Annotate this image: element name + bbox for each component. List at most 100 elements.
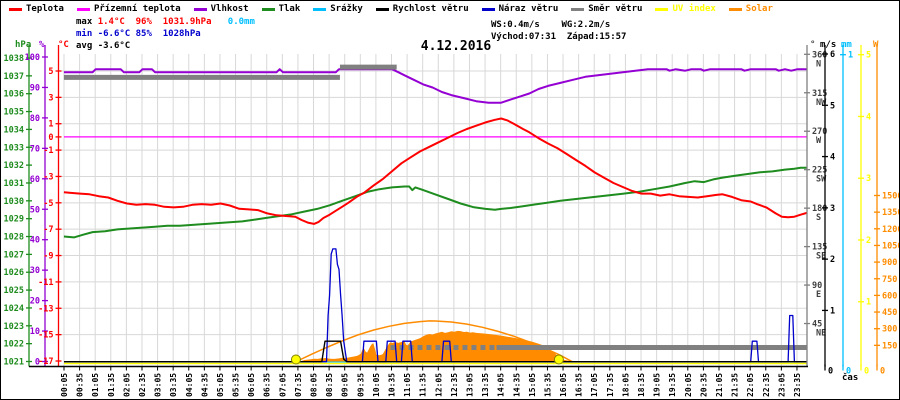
svg-text:1022: 1022	[4, 340, 24, 350]
x-tick-label: 14:35	[512, 373, 521, 397]
pressure-axis-header: hPa	[15, 40, 32, 50]
wind-speed-stat: WS:0.4m/s	[491, 20, 540, 30]
svg-text:3: 3	[830, 204, 835, 214]
legend-label: Srážky	[330, 4, 363, 14]
svg-text:-13: -13	[38, 304, 53, 314]
svg-text:1028: 1028	[4, 233, 24, 243]
axis-uv: 5 4 3 2 1 0	[858, 45, 871, 377]
x-axis-label: čas	[842, 373, 859, 383]
legend-label: Směr větru	[588, 4, 643, 14]
svg-text:20: 20	[30, 297, 40, 307]
x-tick-label: 00:35	[76, 373, 85, 397]
legend-label: Teplota	[26, 4, 64, 14]
legend-item-3: Vlhkost	[193, 4, 249, 14]
x-tick-label: 04:35	[200, 373, 209, 397]
legend-label: Přízemní teplota	[93, 4, 181, 14]
x-tick-label: 02:35	[138, 373, 147, 397]
max-humidity: 96%	[135, 17, 152, 27]
legend-item-8: Směr větru	[571, 4, 642, 14]
series-wind-gust	[64, 248, 807, 363]
legend-swatch	[261, 7, 275, 11]
min-label: min	[76, 29, 93, 39]
x-tick-label: 11:05	[403, 373, 412, 397]
svg-text:1031: 1031	[4, 179, 24, 189]
svg-text:6: 6	[830, 50, 835, 60]
svg-text:900: 900	[882, 258, 897, 268]
x-tick-label: 07:05	[278, 373, 287, 397]
svg-text:-3: -3	[43, 172, 53, 182]
x-tick-label: 15:05	[528, 373, 537, 397]
x-tick-label: 20:05	[684, 373, 693, 397]
svg-text:1: 1	[830, 306, 835, 316]
x-tick-label: 03:05	[154, 373, 163, 397]
x-tick-label: 10:35	[387, 373, 396, 397]
x-tick-label: 18:35	[637, 373, 646, 397]
svg-text:3: 3	[48, 93, 53, 103]
x-tick-label: 13:05	[465, 373, 474, 397]
series-wind-direction	[63, 64, 807, 350]
legend-item-9: UV index	[655, 4, 716, 14]
svg-text:0: 0	[48, 133, 53, 143]
svg-text:10: 10	[30, 327, 40, 337]
legend-item-4: Tlak	[261, 4, 300, 14]
svg-text:90: 90	[812, 281, 822, 291]
chart-legend: Teplota Přízemní teplota Vlhkost Tlak Srážky…	[9, 3, 773, 15]
x-axis: 00:05 00:35 01:05 01:35 02:05 02:35 03:05 03:35…	[29, 365, 808, 397]
legend-swatch	[193, 7, 207, 11]
svg-text:1021: 1021	[4, 358, 24, 368]
x-tick-label: 01:35	[107, 373, 116, 397]
svg-text:135: 135	[812, 243, 827, 253]
min-pressure: 1028hPa	[162, 29, 201, 39]
svg-text:-11: -11	[38, 278, 53, 288]
x-tick-label: 14:05	[497, 373, 506, 397]
wind-axis-header: m/s	[820, 40, 837, 50]
x-tick-label: 17:35	[606, 373, 615, 397]
x-tick-label: 08:35	[325, 373, 334, 397]
svg-text:90: 90	[30, 83, 40, 93]
svg-text:40: 40	[30, 236, 40, 246]
x-tick-label: 08:05	[310, 373, 319, 397]
min-humidity: 85%	[135, 29, 152, 39]
svg-text:1350: 1350	[882, 208, 900, 218]
stats-block-left: max 1.4°C 96% 1031.9hPa 0.0mm min -6.6°C…	[76, 16, 255, 52]
svg-text:80: 80	[30, 114, 40, 124]
svg-text:1034: 1034	[4, 125, 24, 135]
svg-text:360: 360	[812, 50, 827, 60]
svg-text:0: 0	[864, 367, 869, 377]
legend-swatch	[76, 7, 90, 11]
temp-axis-header: °C	[58, 40, 69, 50]
rain-axis-header: mm	[841, 40, 852, 50]
series-humidity	[63, 68, 807, 104]
x-tick-label: 07:35	[294, 373, 303, 397]
solar-axis-header: W	[873, 40, 879, 50]
svg-text:1037: 1037	[4, 72, 24, 82]
x-tick-label: 22:35	[762, 373, 771, 397]
svg-text:1032: 1032	[4, 161, 24, 171]
max-rain: 0.0mm	[227, 17, 255, 27]
x-tick-label: 06:35	[263, 373, 272, 397]
svg-text:SE: SE	[816, 252, 826, 262]
legend-item-5: Srážky	[313, 4, 363, 14]
svg-text:-1: -1	[43, 146, 53, 156]
min-temp: -6.6°C	[97, 29, 131, 39]
x-tick-label: 01:05	[91, 373, 100, 397]
svg-text:0: 0	[846, 367, 851, 377]
series-solar-max	[294, 320, 574, 363]
x-tick-label: 23:05	[777, 373, 786, 397]
stats-min-row: min -6.6°C 85% 1028hPa	[76, 28, 255, 40]
avg-temp: -3.6°C	[97, 41, 131, 51]
svg-text:-5: -5	[43, 199, 53, 209]
max-label: max	[76, 17, 93, 27]
legend-item-7: Náraz větru	[481, 4, 558, 14]
svg-text:1030: 1030	[4, 197, 24, 207]
svg-text:1027: 1027	[4, 250, 24, 260]
axis-solar: 15001350120010509007506004503001500	[874, 45, 900, 377]
svg-text:1036: 1036	[4, 90, 24, 100]
legend-swatch	[655, 7, 669, 11]
x-tick-label: 16:05	[559, 373, 568, 397]
svg-text:4: 4	[830, 153, 835, 163]
svg-text:750: 750	[882, 275, 897, 285]
